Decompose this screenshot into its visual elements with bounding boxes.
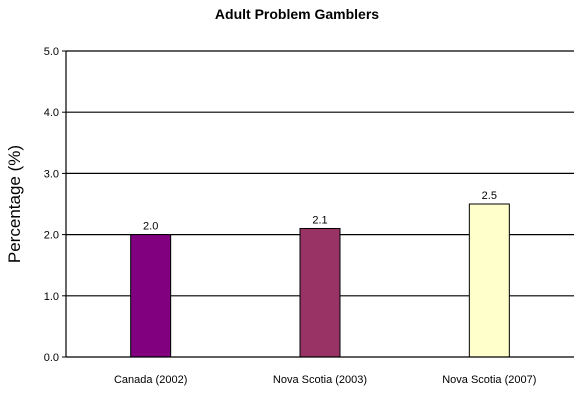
data-label: 2.1 — [312, 214, 327, 226]
y-tick-label: 5.0 — [44, 46, 59, 58]
x-category-label: Nova Scotia (2007) — [442, 374, 536, 386]
y-tick-label: 0.0 — [44, 352, 59, 364]
data-labels: 2.0 2.1 2.5 — [143, 190, 497, 233]
y-tick-label: 1.0 — [44, 291, 59, 303]
chart-title: Adult Problem Gamblers — [215, 6, 379, 22]
bar — [299, 227, 341, 358]
y-axis-label: Percentage (%) — [5, 145, 24, 263]
bar — [130, 234, 172, 358]
data-label: 2.0 — [143, 221, 158, 233]
bar — [468, 203, 510, 358]
y-tick-label: 4.0 — [44, 107, 59, 119]
y-tick-label: 2.0 — [44, 230, 59, 242]
data-label: 2.5 — [482, 190, 497, 202]
bars — [130, 203, 510, 358]
y-tick-label: 3.0 — [44, 168, 59, 180]
y-axis-ticks: 0.0 1.0 2.0 3.0 4.0 5.0 — [44, 46, 66, 364]
x-axis-categories: Canada (2002) Nova Scotia (2003) Nova Scot… — [114, 374, 536, 386]
x-category-label: Nova Scotia (2003) — [273, 374, 367, 386]
x-category-label: Canada (2002) — [114, 374, 187, 386]
